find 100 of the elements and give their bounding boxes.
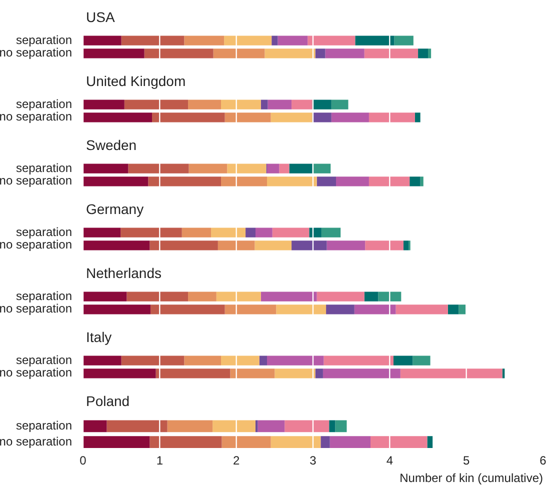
bar	[256, 228, 272, 238]
chart-title: Germany	[86, 201, 145, 217]
bar	[420, 176, 424, 186]
bar	[83, 48, 144, 58]
chart-title: Sweden	[86, 137, 138, 153]
bar	[322, 368, 400, 378]
x-tick-label: 2	[232, 454, 240, 468]
bar	[326, 240, 366, 250]
bar	[412, 356, 430, 366]
bar	[331, 112, 369, 122]
bar	[83, 176, 148, 186]
bar	[83, 368, 156, 378]
bar	[227, 164, 266, 174]
bar	[458, 304, 466, 314]
bar	[221, 176, 267, 186]
bar	[224, 112, 271, 122]
bar	[188, 292, 216, 302]
x-tick-label: 5	[462, 454, 470, 468]
bar	[335, 420, 347, 432]
bar	[184, 36, 224, 46]
bar	[260, 292, 317, 302]
bar	[312, 100, 332, 110]
bar	[394, 356, 413, 366]
y-tick-label: separation	[16, 96, 72, 111]
bar	[212, 420, 256, 432]
y-tick-label: no separation	[0, 366, 72, 380]
bar	[267, 164, 280, 174]
y-tick-label: no separation	[0, 46, 72, 60]
bar	[121, 356, 184, 366]
bar	[268, 100, 292, 110]
bar	[224, 36, 272, 46]
y-tick-label: separation	[16, 32, 72, 47]
bar	[274, 368, 316, 378]
x-tick-label: 3	[310, 454, 317, 468]
bar	[222, 436, 271, 448]
chart-title: Italy	[86, 329, 113, 345]
bar	[150, 240, 218, 250]
bar	[308, 36, 356, 46]
bar	[126, 292, 188, 302]
bar	[320, 436, 330, 448]
bar	[400, 368, 502, 378]
bar	[83, 420, 107, 432]
chart-title: Netherlands	[86, 265, 162, 281]
bar	[254, 240, 292, 250]
bar	[267, 176, 317, 186]
bar	[106, 420, 168, 432]
bar	[292, 240, 327, 250]
y-tick-label: separation	[16, 288, 72, 303]
bar	[428, 48, 432, 58]
bar	[368, 112, 415, 122]
bar	[148, 176, 221, 186]
bar	[272, 36, 278, 46]
bar	[368, 176, 410, 186]
bar	[83, 36, 122, 46]
bar	[312, 112, 332, 122]
bar	[312, 164, 331, 174]
bar	[83, 356, 122, 366]
bar	[120, 228, 182, 238]
bar	[321, 228, 341, 238]
bar	[218, 240, 255, 250]
bar	[394, 36, 414, 46]
y-tick-label: no separation	[0, 302, 72, 316]
bar	[378, 292, 402, 302]
bar	[260, 100, 268, 110]
bar	[83, 436, 150, 448]
bar	[365, 240, 404, 250]
bar	[396, 304, 448, 314]
bar	[410, 176, 420, 186]
bar	[315, 48, 326, 58]
bar	[370, 436, 428, 448]
bar	[272, 228, 310, 238]
bar	[188, 164, 228, 174]
bar	[264, 48, 316, 58]
bar	[83, 240, 150, 250]
bar	[278, 36, 308, 46]
bar	[83, 228, 121, 238]
bar	[83, 292, 127, 302]
bar	[427, 436, 433, 448]
bar	[258, 420, 285, 432]
y-tick-label: separation	[16, 160, 72, 175]
x-axis-title: Number of kin (cumulative)	[400, 471, 543, 486]
bar	[329, 420, 336, 432]
bar	[355, 36, 394, 46]
bar	[316, 176, 336, 186]
bar	[221, 100, 261, 110]
bar	[224, 304, 276, 314]
bar	[331, 100, 348, 110]
bar	[121, 36, 184, 46]
y-tick-label: separation	[16, 352, 72, 367]
x-tick-label: 4	[386, 454, 394, 468]
bar	[315, 368, 323, 378]
bar	[144, 48, 214, 58]
x-tick-label: 0	[80, 454, 87, 468]
chart-title: Poland	[86, 393, 131, 409]
bar	[316, 292, 364, 302]
bar	[448, 304, 459, 314]
bar	[213, 48, 265, 58]
bar	[309, 228, 322, 238]
bar	[330, 436, 370, 448]
bar	[292, 100, 312, 110]
